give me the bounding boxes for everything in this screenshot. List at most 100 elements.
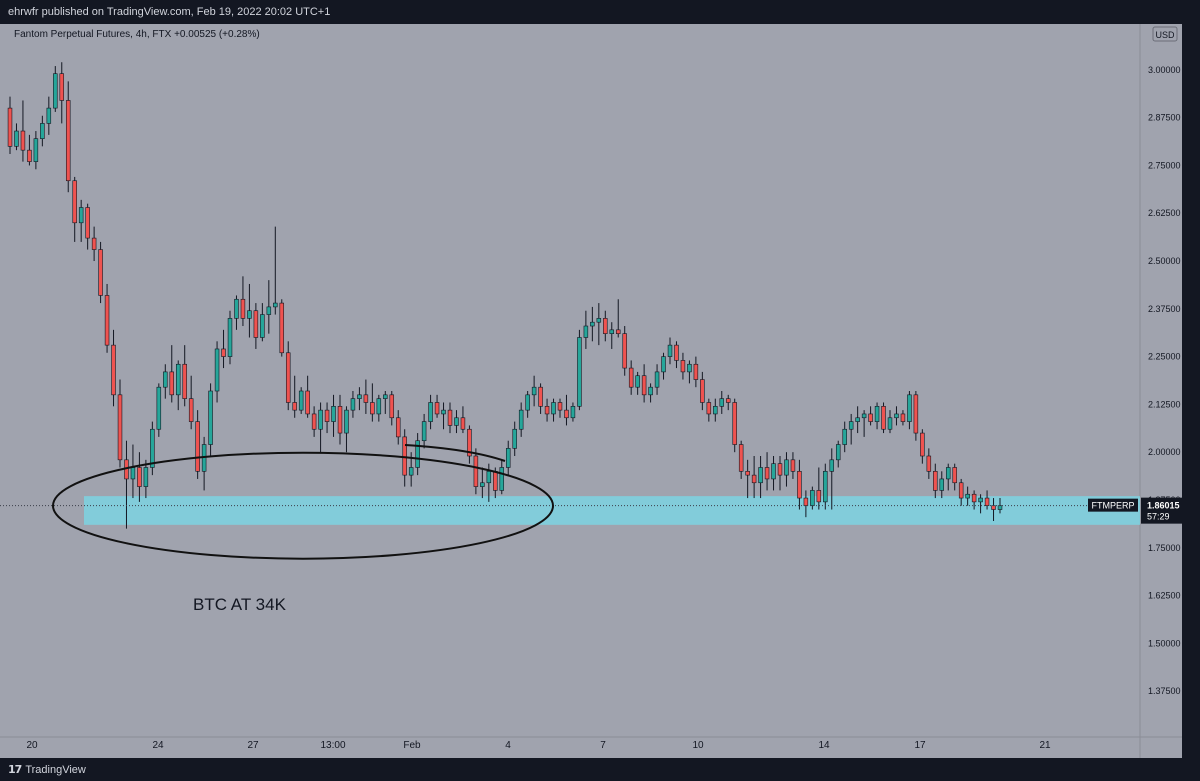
candle-body-down	[91, 237, 97, 250]
candle	[939, 471, 945, 499]
candle-body-up	[78, 207, 84, 224]
hand-drawn-stroke	[404, 444, 506, 462]
candle-body-down	[706, 402, 712, 415]
candle-body-up	[486, 470, 492, 484]
candle	[615, 299, 621, 338]
candle-body-down	[991, 505, 996, 510]
candle-body-down	[324, 409, 330, 422]
annotation-text: BTC AT 34K	[193, 595, 287, 614]
candle-body-down	[65, 100, 71, 182]
candle	[505, 440, 511, 476]
candle-body-up	[130, 467, 136, 480]
candle-body-down	[615, 329, 621, 334]
candle-body-up	[415, 440, 420, 468]
y-tick-label: 2.62500	[1148, 208, 1181, 218]
candle	[111, 329, 116, 407]
candle	[441, 402, 446, 430]
candle	[648, 383, 653, 403]
candle-body-down	[285, 352, 291, 403]
candle-body-up	[570, 406, 576, 419]
y-tick-label: 1.37500	[1148, 686, 1181, 696]
x-tick-label: 13:00	[320, 740, 345, 751]
candle	[415, 433, 420, 476]
candle-body-up	[978, 497, 983, 503]
x-tick-label: 7	[600, 740, 606, 751]
candle-body-down	[797, 470, 802, 499]
candle-body-up	[810, 490, 815, 507]
right-margin	[1182, 24, 1200, 758]
candle	[163, 364, 168, 399]
candle-body-up	[939, 478, 945, 491]
candle-body-up	[247, 310, 252, 319]
candle-body-up	[331, 406, 336, 422]
candle	[680, 352, 686, 380]
candlestick-chart[interactable]: 3.00000 2.87500 2.75000 2.62500 2.50000 2.375…	[0, 24, 1182, 758]
candle	[447, 402, 453, 434]
candle-body-up	[997, 505, 1003, 510]
candle	[370, 383, 375, 422]
x-tick-label: 10	[692, 740, 704, 751]
candle-body-down	[253, 310, 259, 338]
y-tick-label: 2.50000	[1148, 256, 1181, 266]
candle-body-down	[337, 406, 343, 434]
candle	[577, 329, 582, 411]
candle-body-up	[771, 463, 776, 480]
candle-body-down	[447, 409, 453, 426]
candle	[978, 494, 983, 514]
candle-body-down	[182, 363, 187, 399]
candle-body-up	[357, 394, 362, 399]
candle-body-up	[266, 306, 272, 315]
publisher-text: ehrwfr published on TradingView.com, Feb…	[8, 6, 331, 18]
candle-body-up	[208, 390, 213, 445]
candle	[784, 452, 789, 487]
candle	[868, 406, 873, 426]
candle	[920, 429, 925, 464]
candle	[842, 421, 847, 453]
candle-body-up	[33, 138, 39, 162]
candle	[363, 379, 369, 414]
candle-body-up	[298, 390, 304, 411]
candle-body-up	[551, 402, 556, 415]
candle	[175, 360, 181, 411]
candle	[156, 383, 162, 437]
candle	[758, 456, 763, 499]
candle	[887, 410, 893, 434]
candle	[182, 345, 187, 407]
candle	[421, 413, 427, 449]
candle	[525, 391, 530, 418]
x-tick-label: 4	[505, 740, 511, 751]
candle	[628, 360, 634, 395]
candle-body-up	[350, 398, 356, 411]
candle-body-down	[933, 470, 938, 491]
candle-body-up	[719, 398, 725, 407]
candle	[208, 383, 213, 457]
candle-body-up	[835, 444, 841, 461]
candle-body-up	[590, 321, 595, 327]
candle-body-up	[596, 318, 602, 323]
candle	[958, 478, 964, 506]
candle-body-down	[195, 421, 200, 472]
candle-body-down	[240, 298, 246, 319]
candle	[357, 387, 362, 411]
candle-body-down	[557, 402, 563, 411]
candle	[266, 280, 272, 334]
candle-body-down	[117, 394, 123, 461]
candle	[428, 394, 433, 430]
candle	[480, 467, 485, 499]
candle-body-down	[311, 413, 317, 430]
candle	[816, 467, 822, 510]
candle-body-down	[473, 455, 479, 487]
candle-body-down	[920, 432, 925, 457]
candle-body-up	[648, 386, 653, 396]
candle-body-down	[434, 402, 440, 415]
currency-badge[interactable]	[1152, 26, 1178, 42]
candle	[823, 463, 828, 510]
candle	[53, 66, 58, 112]
candle-body-down	[59, 73, 65, 101]
y-tick-label: 2.25000	[1148, 352, 1181, 362]
candle-body-up	[143, 467, 149, 487]
candle-body-down	[926, 455, 932, 472]
candle	[603, 310, 608, 342]
candle-body-down	[603, 318, 608, 334]
tradingview-logo[interactable]: 17 TradingView	[8, 763, 86, 776]
